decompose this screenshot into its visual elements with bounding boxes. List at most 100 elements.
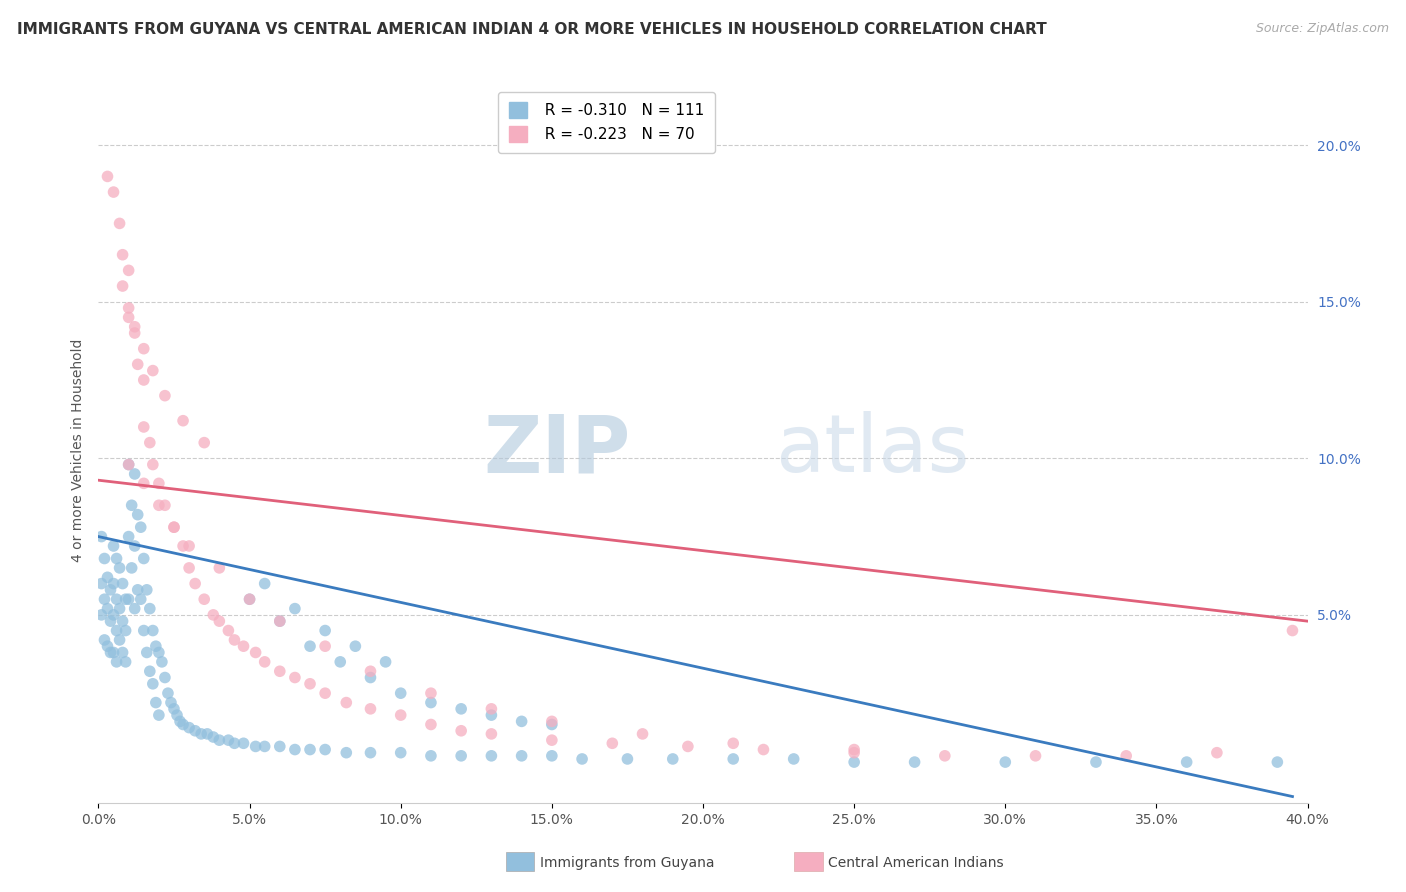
Point xyxy=(269,614,291,628)
Point xyxy=(934,748,956,763)
Point xyxy=(994,755,1017,769)
Point xyxy=(93,632,115,647)
Point xyxy=(111,248,134,262)
Point xyxy=(284,742,307,756)
Point xyxy=(420,717,443,731)
Point xyxy=(121,498,143,512)
Point xyxy=(224,632,246,647)
Point xyxy=(269,739,291,754)
Point xyxy=(127,357,149,371)
Point xyxy=(202,607,225,622)
Point xyxy=(108,632,131,647)
Point xyxy=(450,748,472,763)
Point xyxy=(481,702,503,716)
Point xyxy=(96,570,118,584)
Point xyxy=(202,730,225,744)
Point xyxy=(420,748,443,763)
Point xyxy=(389,746,412,760)
Point xyxy=(142,363,165,377)
Point xyxy=(1175,755,1198,769)
Point xyxy=(253,739,276,754)
Point xyxy=(111,614,134,628)
Point xyxy=(93,592,115,607)
Point xyxy=(335,696,357,710)
Point xyxy=(118,530,141,544)
Text: Immigrants from Guyana: Immigrants from Guyana xyxy=(540,855,714,870)
Point xyxy=(253,655,276,669)
Point xyxy=(139,601,162,615)
Point xyxy=(844,746,866,760)
Point xyxy=(723,736,745,750)
Text: Central American Indians: Central American Indians xyxy=(828,855,1004,870)
Point xyxy=(844,742,866,756)
Point xyxy=(124,467,146,481)
Point xyxy=(1115,748,1137,763)
Point xyxy=(169,714,191,729)
Point xyxy=(156,686,179,700)
Point xyxy=(450,723,472,738)
Point xyxy=(142,677,165,691)
Point xyxy=(105,551,128,566)
Point xyxy=(127,508,149,522)
Point xyxy=(360,665,382,679)
Point xyxy=(540,733,562,747)
Point xyxy=(299,639,322,653)
Point xyxy=(510,748,533,763)
Point xyxy=(184,576,207,591)
Point xyxy=(163,702,186,716)
Point xyxy=(208,733,231,747)
Point xyxy=(284,601,307,615)
Point xyxy=(148,708,170,723)
Point xyxy=(160,696,183,710)
Point xyxy=(314,742,336,756)
Point xyxy=(153,671,176,685)
Point xyxy=(166,708,188,723)
Point xyxy=(129,592,152,607)
Point xyxy=(153,389,176,403)
Text: ZIP: ZIP xyxy=(484,411,630,490)
Point xyxy=(481,748,503,763)
Point xyxy=(124,319,146,334)
Point xyxy=(360,671,382,685)
Point xyxy=(1206,746,1229,760)
Point xyxy=(481,708,503,723)
Point xyxy=(389,686,412,700)
Point xyxy=(124,326,146,340)
Point xyxy=(245,739,267,754)
Point xyxy=(118,458,141,472)
Point xyxy=(314,624,336,638)
Point xyxy=(184,723,207,738)
Point xyxy=(96,169,118,184)
Point xyxy=(103,576,125,591)
Point xyxy=(752,742,775,756)
Text: atlas: atlas xyxy=(776,411,970,490)
Point xyxy=(299,742,322,756)
Point xyxy=(114,624,136,638)
Point xyxy=(172,717,194,731)
Point xyxy=(904,755,927,769)
Point xyxy=(208,614,231,628)
Point xyxy=(93,551,115,566)
Point xyxy=(245,645,267,659)
Point xyxy=(132,342,155,356)
Point xyxy=(420,696,443,710)
Point xyxy=(450,702,472,716)
Point xyxy=(253,576,276,591)
Point xyxy=(661,752,683,766)
Point xyxy=(142,458,165,472)
Point xyxy=(602,736,624,750)
Point xyxy=(616,752,638,766)
Point xyxy=(118,263,141,277)
Point xyxy=(783,752,806,766)
Point xyxy=(193,435,215,450)
Point xyxy=(114,655,136,669)
Point xyxy=(195,727,218,741)
Point xyxy=(108,601,131,615)
Point xyxy=(111,279,134,293)
Point xyxy=(217,624,239,638)
Point xyxy=(571,752,593,766)
Point xyxy=(124,539,146,553)
Point xyxy=(100,645,122,659)
Point xyxy=(269,614,291,628)
Point xyxy=(314,686,336,700)
